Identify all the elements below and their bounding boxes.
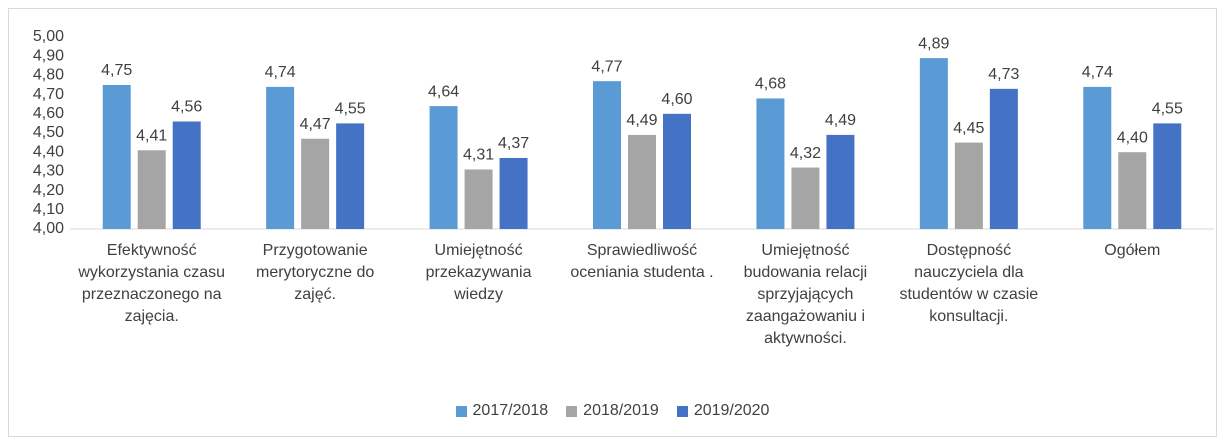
y-tick-label: 4,00 <box>33 220 64 237</box>
y-tick-label: 4,80 <box>33 67 64 84</box>
legend-item: 2017/2018 <box>455 402 549 420</box>
data-label: 4,49 <box>825 112 856 129</box>
data-label: 4,49 <box>626 112 657 129</box>
x-tick-label: Sprawiedliwość oceniania studenta . <box>570 242 714 281</box>
data-label: 4,37 <box>498 135 529 152</box>
legend-swatch <box>566 405 578 417</box>
legend: 2017/2018 2018/2019 2019/2020 <box>0 402 1225 420</box>
legend-item: 2018/2019 <box>566 402 659 420</box>
legend-item: 2019/2020 <box>676 402 770 420</box>
y-tick-label: 4,30 <box>33 163 64 180</box>
bar <box>499 157 528 229</box>
y-tick-label: 4,20 <box>33 182 64 199</box>
x-tick-label: Przygotowanie merytoryczne do zajęć. <box>256 242 375 303</box>
y-tick-label: 4,70 <box>33 86 64 103</box>
x-tick-label: Umiejętność budowania relacji sprzyjając… <box>743 242 868 347</box>
bar <box>336 123 365 229</box>
bar <box>172 121 201 229</box>
bar <box>663 113 691 229</box>
x-tick-label: Umiejętność przekazywania wiedzy <box>425 242 532 303</box>
y-tick-label: 4,10 <box>33 201 64 218</box>
y-tick-label: 4,60 <box>33 105 64 122</box>
data-label: 4,40 <box>1117 129 1148 146</box>
bar <box>1083 86 1112 229</box>
y-tick-label: 5,00 <box>33 28 64 45</box>
bar <box>593 81 621 229</box>
x-tick-label: Efektywność wykorzystania czasu przeznac… <box>78 242 226 325</box>
bar <box>137 150 166 229</box>
data-label: 4,56 <box>171 99 202 116</box>
bar <box>954 142 983 229</box>
data-label: 4,64 <box>428 83 459 100</box>
data-label: 4,89 <box>918 35 949 52</box>
legend-swatch <box>676 405 688 417</box>
data-label: 4,77 <box>591 58 622 75</box>
data-label: 4,68 <box>755 76 786 93</box>
bar <box>826 134 855 229</box>
data-label: 4,45 <box>953 120 984 137</box>
bar <box>791 167 820 229</box>
x-tick-label: Dostępność nauczyciela dla studentów w c… <box>899 242 1039 325</box>
bar <box>102 85 131 229</box>
bar <box>429 106 458 229</box>
bar <box>464 169 493 229</box>
bar <box>989 88 1018 229</box>
chart-border <box>8 8 1217 437</box>
legend-label: 2019/2020 <box>693 402 770 419</box>
data-label: 4,73 <box>988 66 1019 83</box>
data-label: 4,47 <box>300 116 331 133</box>
legend-label: 2018/2019 <box>583 402 659 419</box>
bar <box>301 138 330 229</box>
y-tick-label: 4,50 <box>33 124 64 141</box>
bar <box>266 86 295 229</box>
data-label: 4,41 <box>136 127 167 144</box>
data-label: 4,55 <box>335 101 366 118</box>
bar <box>756 98 785 229</box>
data-label: 4,55 <box>1152 101 1183 118</box>
legend-swatch <box>455 405 467 417</box>
data-label: 4,32 <box>790 145 821 162</box>
y-tick-label: 4,40 <box>33 143 64 160</box>
data-label: 4,60 <box>661 91 692 108</box>
data-label: 4,74 <box>1082 64 1113 81</box>
bar <box>1153 123 1182 229</box>
bar <box>628 134 656 229</box>
x-tick-label: Ogółem <box>1104 242 1161 259</box>
bar <box>919 58 948 230</box>
data-label: 4,31 <box>463 147 494 164</box>
data-label: 4,74 <box>265 64 296 81</box>
y-tick-label: 4,90 <box>33 47 64 64</box>
legend-label: 2017/2018 <box>472 402 549 419</box>
bar <box>1118 152 1147 229</box>
data-label: 4,75 <box>101 62 132 79</box>
